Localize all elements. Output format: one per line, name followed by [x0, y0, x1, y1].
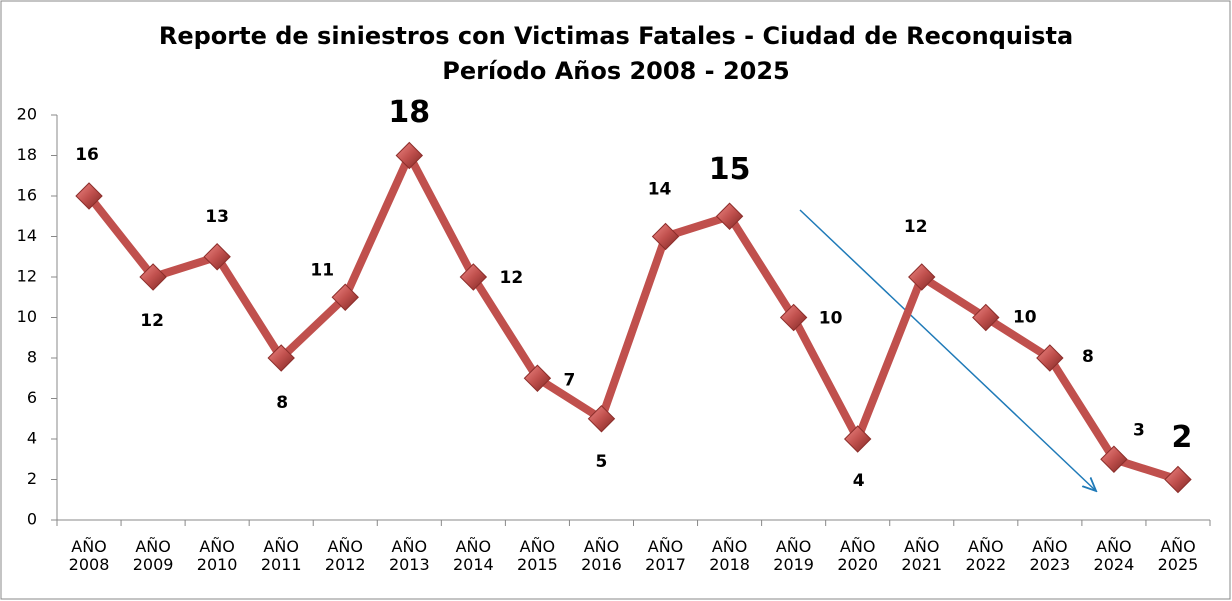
data-label: 10 — [1013, 308, 1037, 328]
x-tick-label: AÑO 2012 — [324, 537, 366, 574]
data-label: 14 — [648, 180, 672, 200]
marker — [779, 303, 808, 332]
marker — [139, 263, 167, 291]
marker — [715, 202, 744, 230]
marker — [1100, 445, 1128, 473]
data-label: 13 — [205, 207, 229, 227]
marker — [972, 303, 1000, 332]
y-tick-label: 18 — [17, 145, 37, 164]
x-tick-label: AÑO 2021 — [901, 537, 943, 574]
marker — [908, 263, 936, 291]
x-tick-label: AÑO 2011 — [260, 537, 302, 574]
x-tick-label: AÑO 2018 — [709, 537, 750, 574]
data-label: 5 — [596, 452, 608, 472]
marker — [587, 405, 616, 433]
marker — [331, 283, 359, 311]
chart-title: Reporte de siniestros con Victimas Fatal… — [159, 22, 1073, 50]
marker — [1036, 344, 1064, 372]
x-tick-label: AÑO 2022 — [965, 537, 1007, 574]
x-tick-label: AÑO 2016 — [581, 537, 622, 574]
y-tick-label: 0 — [27, 510, 37, 529]
x-tick-label: AÑO 2019 — [773, 537, 814, 574]
y-tick-label: 20 — [17, 105, 37, 124]
y-tick-label: 2 — [27, 469, 37, 488]
y-tick-label: 8 — [27, 348, 37, 367]
data-label: 11 — [310, 260, 334, 280]
y-tick-label: 16 — [17, 186, 37, 205]
data-label: 12 — [904, 217, 928, 237]
y-tick-label: 4 — [27, 429, 37, 448]
chart-subtitle: Período Años 2008 - 2025 — [442, 57, 790, 85]
y-tick-label: 14 — [17, 226, 37, 245]
marker — [395, 141, 424, 170]
marker — [843, 425, 872, 453]
x-tick-label: AÑO 2010 — [196, 537, 238, 574]
marker — [203, 243, 231, 271]
data-label: 8 — [276, 393, 288, 413]
marker — [75, 182, 103, 210]
data-label: 10 — [819, 309, 843, 329]
x-tick-label: AÑO 2013 — [388, 537, 430, 574]
marker — [523, 364, 552, 392]
x-tick-label: AÑO 2009 — [132, 537, 174, 574]
marker — [1164, 465, 1192, 494]
y-tick-label: 10 — [17, 307, 37, 326]
x-tick-label: AÑO 2014 — [453, 537, 494, 574]
data-label: 16 — [75, 145, 99, 165]
x-tick-label: AÑO 2025 — [1157, 537, 1199, 574]
data-label: 4 — [853, 471, 865, 491]
data-label: 2 — [1172, 420, 1193, 455]
x-tick-label: AÑO 2008 — [68, 537, 110, 574]
y-tick-label: 6 — [27, 388, 37, 407]
marker — [267, 344, 295, 372]
trend-arrow — [799, 209, 1095, 490]
y-tick-label: 12 — [17, 267, 37, 286]
x-tick-label: AÑO 2017 — [645, 537, 686, 574]
data-label: 12 — [500, 268, 524, 288]
data-label: 15 — [709, 152, 751, 187]
marker — [651, 222, 680, 251]
x-tick-label: AÑO 2020 — [837, 537, 879, 574]
data-label: 8 — [1082, 347, 1094, 367]
data-label: 3 — [1133, 420, 1145, 440]
marker — [459, 263, 488, 291]
data-label: 12 — [140, 311, 164, 331]
x-tick-label: AÑO 2015 — [517, 537, 558, 574]
line — [85, 151, 1180, 484]
data-label: 7 — [563, 370, 575, 390]
x-tick-label: AÑO 2023 — [1029, 537, 1071, 574]
data-label: 18 — [388, 95, 430, 130]
x-tick-label: AÑO 2024 — [1093, 537, 1135, 574]
